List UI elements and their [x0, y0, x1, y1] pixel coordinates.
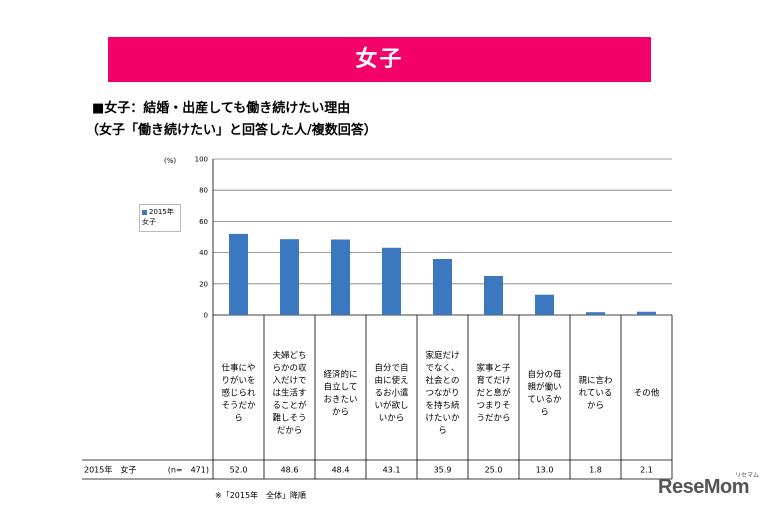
data-label-8: 1.8: [589, 466, 602, 475]
unit-label: (%): [164, 157, 177, 165]
data-label-2: 48.6: [281, 466, 299, 475]
bar-9: [637, 311, 656, 315]
bar-7: [535, 294, 554, 315]
category-label-3: 経済的に自立しておきたいから: [323, 369, 357, 418]
title-banner: 女子: [108, 37, 651, 82]
data-label-7: 13.0: [536, 466, 554, 475]
legend-swatch: [142, 209, 147, 215]
data-label-1: 52.0: [230, 466, 248, 475]
resemom-logo-sub: リセマム: [735, 472, 760, 479]
y-tick-label: 60: [199, 218, 208, 226]
bar-3: [331, 239, 350, 315]
data-label-4: 43.1: [383, 466, 401, 475]
row-sample-size: (n= 471): [168, 466, 209, 475]
footnote: ※「2015年 全体」降順: [215, 491, 307, 500]
bar-1: [229, 233, 248, 315]
legend: 2015年 女子: [139, 204, 181, 232]
y-tick-label: 80: [199, 187, 208, 195]
bar-5: [433, 258, 452, 315]
y-tick-label: 40: [199, 249, 208, 257]
category-label-8: 親に言われているから: [578, 375, 612, 411]
bar-6: [484, 276, 503, 315]
bar-4: [382, 247, 401, 315]
legend-year: 2015年: [149, 208, 174, 216]
resemom-logo: ReseMom: [658, 476, 749, 498]
category-label-1: 仕事にやりがいを感じられそうだから: [221, 363, 256, 424]
bar-2: [280, 239, 299, 315]
y-tick-label: 100: [195, 156, 208, 164]
chart-heading: ■女子：結婚・出産しても働き続けたい理由: [92, 101, 351, 116]
category-label-7: 自分の母親が働いているから: [527, 369, 562, 418]
category-label-6: 家事と子育てだけだと息がつまりそうだから: [476, 363, 511, 424]
category-label-4: 自分で自由に使えるお小遣いが欲しいから: [374, 363, 409, 424]
data-label-5: 35.9: [434, 466, 452, 475]
y-tick-label: 0: [204, 312, 208, 320]
data-label-9: 2.1: [640, 466, 653, 475]
legend-group: 女子: [142, 218, 156, 226]
bar-8: [586, 312, 605, 315]
chart-subheading: （女子「働き続けたい」と回答した人/複数回答）: [86, 123, 377, 138]
category-label-5: 家庭だけでなく、社会とのつながりを持ち続けたいから: [425, 350, 460, 436]
banner-title: 女子: [355, 47, 404, 72]
data-label-6: 25.0: [485, 466, 503, 475]
category-label-9: その他: [634, 388, 660, 399]
y-tick-label: 20: [199, 280, 208, 288]
data-label-3: 48.4: [332, 466, 350, 475]
row-label: 2015年 女子: [84, 465, 136, 475]
category-label-2: 夫婦どちらかの収入だけでは生活することが難しそうだから: [272, 350, 307, 436]
